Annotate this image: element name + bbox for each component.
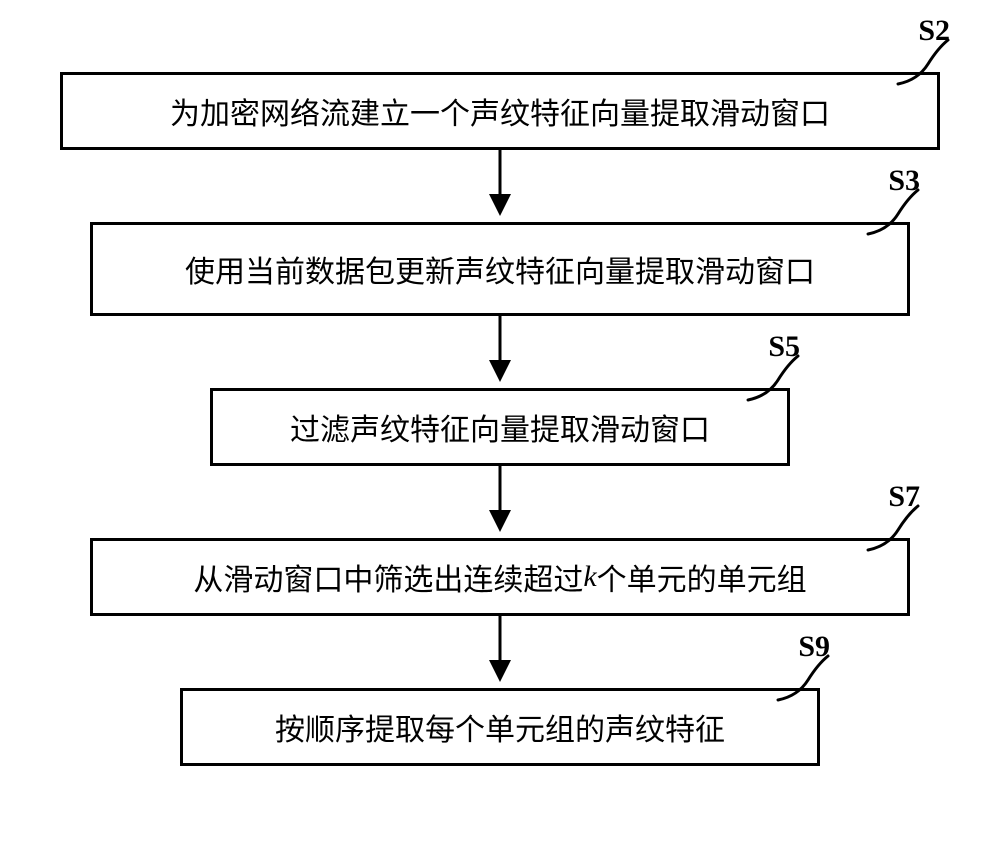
step-box-s3: 使用当前数据包更新声纹特征向量提取滑动窗口 (90, 222, 910, 316)
step-s3: S3 使用当前数据包更新声纹特征向量提取滑动窗口 (50, 180, 950, 316)
step-label-s2: S2 (918, 14, 950, 48)
step-text-s7-pre: 从滑动窗口中筛选出连续超过 (193, 555, 583, 599)
step-text-s3: 使用当前数据包更新声纹特征向量提取滑动窗口 (185, 247, 815, 291)
step-s7: S7 从滑动窗口中筛选出连续超过k个单元的单元组 (50, 496, 950, 616)
label-row-s2: S2 (50, 30, 950, 72)
step-text-s9: 按顺序提取每个单元组的声纹特征 (275, 705, 725, 749)
step-s9: S9 按顺序提取每个单元组的声纹特征 (50, 646, 950, 766)
flowchart-container: S2 为加密网络流建立一个声纹特征向量提取滑动窗口 S3 使用当前数据包更新声纹… (50, 30, 950, 766)
step-box-s2: 为加密网络流建立一个声纹特征向量提取滑动窗口 (60, 72, 940, 150)
step-text-s5: 过滤声纹特征向量提取滑动窗口 (290, 405, 710, 449)
step-box-s7: 从滑动窗口中筛选出连续超过k个单元的单元组 (90, 538, 910, 616)
label-row-s5: S5 (50, 346, 950, 388)
step-s2: S2 为加密网络流建立一个声纹特征向量提取滑动窗口 (50, 30, 950, 150)
step-box-s5: 过滤声纹特征向量提取滑动窗口 (210, 388, 790, 466)
label-row-s3: S3 (50, 180, 950, 222)
step-label-s7: S7 (888, 480, 920, 514)
label-row-s7: S7 (50, 496, 950, 538)
step-box-s9: 按顺序提取每个单元组的声纹特征 (180, 688, 820, 766)
step-text-s7-k: k (583, 560, 596, 594)
step-text-s7-post: 个单元的单元组 (597, 555, 807, 599)
step-s5: S5 过滤声纹特征向量提取滑动窗口 (50, 346, 950, 466)
step-label-s3: S3 (888, 164, 920, 198)
label-row-s9: S9 (50, 646, 950, 688)
step-text-s2: 为加密网络流建立一个声纹特征向量提取滑动窗口 (170, 89, 830, 133)
step-label-s5: S5 (768, 330, 800, 364)
step-label-s9: S9 (798, 630, 830, 664)
